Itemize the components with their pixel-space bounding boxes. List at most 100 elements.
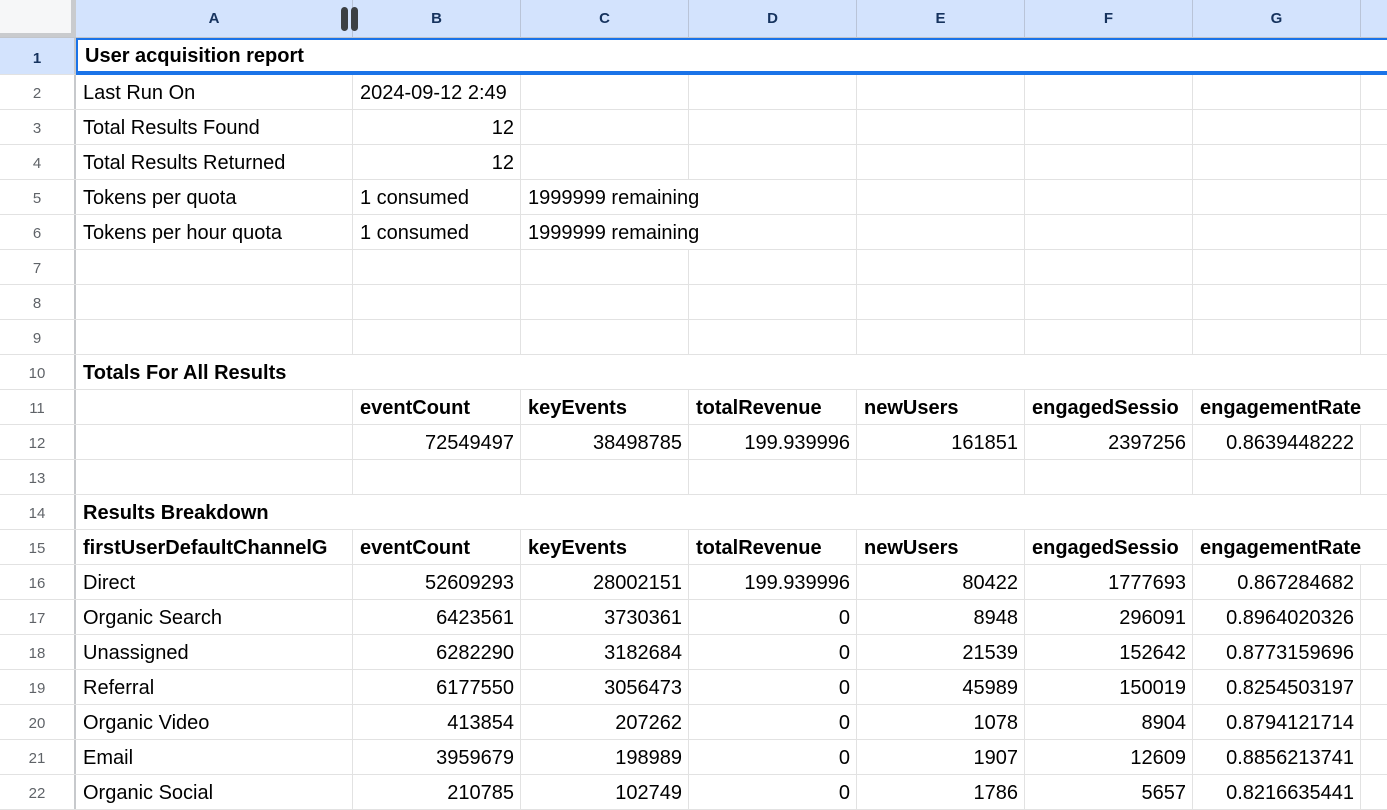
cell-A11[interactable] [76, 390, 353, 424]
cell-C5[interactable]: 1999999 remaining [528, 187, 700, 209]
cell-G13[interactable] [1193, 460, 1361, 494]
cell-G18[interactable]: 0.8773159696 [1193, 635, 1361, 669]
row-header-4[interactable]: 4 [0, 145, 76, 179]
row-header-10[interactable]: 10 [0, 355, 76, 389]
cell-partial-4[interactable] [1361, 145, 1387, 179]
cell-A8[interactable] [76, 285, 353, 319]
cell-B15[interactable]: eventCount [353, 530, 521, 564]
cell-G3[interactable] [1193, 110, 1361, 144]
cell-D18[interactable]: 0 [689, 635, 857, 669]
cell-partial-5[interactable] [1361, 180, 1387, 214]
cell-E12[interactable]: 161851 [857, 425, 1025, 459]
cell-B16[interactable]: 52609293 [353, 565, 521, 599]
row-header-3[interactable]: 3 [0, 110, 76, 144]
cell-B20[interactable]: 413854 [353, 705, 521, 739]
cell-A16[interactable]: Direct [76, 565, 353, 599]
cell-D8[interactable] [689, 285, 857, 319]
cell-F15[interactable]: engagedSessio [1025, 530, 1193, 564]
cell-E18[interactable]: 21539 [857, 635, 1025, 669]
cell-G21[interactable]: 0.8856213741 [1193, 740, 1361, 774]
row-header-8[interactable]: 8 [0, 285, 76, 319]
cell-F20[interactable]: 8904 [1025, 705, 1193, 739]
cell-F8[interactable] [1025, 285, 1193, 319]
cell-E11[interactable]: newUsers [857, 390, 1025, 424]
cell-C15[interactable]: keyEvents [521, 530, 689, 564]
cell-partial-15[interactable] [1361, 530, 1387, 564]
cell-A21[interactable]: Email [76, 740, 353, 774]
cell-B13[interactable] [353, 460, 521, 494]
cell-F13[interactable] [1025, 460, 1193, 494]
cell-B12[interactable]: 72549497 [353, 425, 521, 459]
cell-E6[interactable] [857, 215, 1025, 249]
cell-partial-20[interactable] [1361, 705, 1387, 739]
row-header-16[interactable]: 16 [0, 565, 76, 599]
cell-F17[interactable]: 296091 [1025, 600, 1193, 634]
column-header-a[interactable]: A [76, 0, 353, 37]
cell-C19[interactable]: 3056473 [521, 670, 689, 704]
row-header-19[interactable]: 19 [0, 670, 76, 704]
cell-partial-21[interactable] [1361, 740, 1387, 774]
cell-D19[interactable]: 0 [689, 670, 857, 704]
cell-C2[interactable] [521, 75, 689, 109]
cell-partial-22[interactable] [1361, 775, 1387, 809]
row-header-15[interactable]: 15 [0, 530, 76, 564]
cell-D17[interactable]: 0 [689, 600, 857, 634]
cell-D9[interactable] [689, 320, 857, 354]
cell-partial-2[interactable] [1361, 75, 1387, 109]
row-header-5[interactable]: 5 [0, 180, 76, 214]
cell-partial-9[interactable] [1361, 320, 1387, 354]
cell-A20[interactable]: Organic Video [76, 705, 353, 739]
cell-partial-13[interactable] [1361, 460, 1387, 494]
cell-E2[interactable] [857, 75, 1025, 109]
cell-F19[interactable]: 150019 [1025, 670, 1193, 704]
cell-G7[interactable] [1193, 250, 1361, 284]
cell-E7[interactable] [857, 250, 1025, 284]
cell-A10[interactable]: Totals For All Results [83, 362, 287, 384]
cell-C11[interactable]: keyEvents [521, 390, 689, 424]
cell-A2[interactable]: Last Run On [76, 75, 353, 109]
cell-C12[interactable]: 38498785 [521, 425, 689, 459]
column-header-c[interactable]: C [521, 0, 689, 37]
cell-F22[interactable]: 5657 [1025, 775, 1193, 809]
cell-B21[interactable]: 3959679 [353, 740, 521, 774]
cell-G15[interactable]: engagementRate [1200, 537, 1362, 559]
cell-C8[interactable] [521, 285, 689, 319]
cell-F6[interactable] [1025, 215, 1193, 249]
row-header-14[interactable]: 14 [0, 495, 76, 529]
cell-F5[interactable] [1025, 180, 1193, 214]
cell-G2[interactable] [1193, 75, 1361, 109]
cell-E22[interactable]: 1786 [857, 775, 1025, 809]
cell-A22[interactable]: Organic Social [76, 775, 353, 809]
cell-F21[interactable]: 12609 [1025, 740, 1193, 774]
cell-D7[interactable] [689, 250, 857, 284]
column-header-g[interactable]: G [1193, 0, 1361, 37]
cell-F3[interactable] [1025, 110, 1193, 144]
cell-F9[interactable] [1025, 320, 1193, 354]
cell-A18[interactable]: Unassigned [76, 635, 353, 669]
cell-partial-16[interactable] [1361, 565, 1387, 599]
row-header-17[interactable]: 17 [0, 600, 76, 634]
cell-partial-3[interactable] [1361, 110, 1387, 144]
cell-partial-18[interactable] [1361, 635, 1387, 669]
cell-A19[interactable]: Referral [76, 670, 353, 704]
cell-D15[interactable]: totalRevenue [689, 530, 857, 564]
cell-E9[interactable] [857, 320, 1025, 354]
cell-partial-8[interactable] [1361, 285, 1387, 319]
row-header-21[interactable]: 21 [0, 740, 76, 774]
cell-D11[interactable]: totalRevenue [689, 390, 857, 424]
cell-B7[interactable] [353, 250, 521, 284]
cell-A7[interactable] [76, 250, 353, 284]
cell-D4[interactable] [689, 145, 857, 179]
cell-partial-6[interactable] [1361, 215, 1387, 249]
row-header-20[interactable]: 20 [0, 705, 76, 739]
cell-A13[interactable] [76, 460, 353, 494]
cell-B18[interactable]: 6282290 [353, 635, 521, 669]
column-header-b[interactable]: B [353, 0, 521, 37]
cell-G4[interactable] [1193, 145, 1361, 179]
row-header-18[interactable]: 18 [0, 635, 76, 669]
cell-partial-11[interactable] [1361, 390, 1387, 424]
cell-E21[interactable]: 1907 [857, 740, 1025, 774]
cell-G6[interactable] [1193, 215, 1361, 249]
cell-A12[interactable] [76, 425, 353, 459]
cell-E17[interactable]: 8948 [857, 600, 1025, 634]
